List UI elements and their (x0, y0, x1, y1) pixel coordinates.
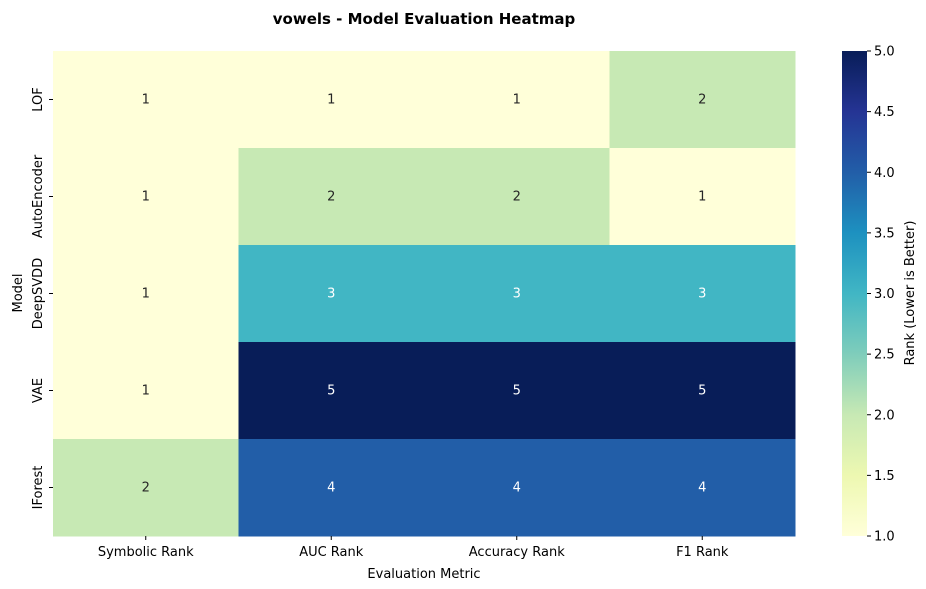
heatmap-cell (609, 51, 796, 149)
heatmap-cell (424, 342, 610, 440)
colorbar-tick-label: 1.5 (874, 469, 895, 484)
cell-value-label: 5 (513, 384, 521, 399)
colorbar-tick-label: 2.0 (874, 408, 895, 423)
y-tick-label: AutoEncoder (31, 154, 46, 238)
colorbar-tick-label: 4.5 (874, 105, 895, 120)
heatmap-cell (53, 51, 239, 149)
heatmap-cell (238, 342, 425, 440)
y-tick-label: DeepSVDD (31, 258, 46, 329)
heatmap-cell (609, 342, 796, 440)
colorbar-ticks: 1.0 1.5 2.0 2.5 3.0 3.5 4.0 4.5 5.0 (867, 45, 895, 545)
colorbar-label: Rank (Lower is Better) (903, 221, 918, 366)
cell-value-label: 4 (327, 481, 335, 496)
cell-value-label: 4 (698, 481, 706, 496)
y-axis-label: Model (11, 273, 26, 312)
y-tick-label: IForest (31, 466, 46, 510)
cell-value-label: 1 (142, 93, 150, 108)
colorbar-tick-label: 4.0 (874, 166, 895, 181)
cell-value-label: 3 (698, 287, 706, 302)
colorbar-tick-label: 3.0 (874, 287, 895, 302)
cell-value-label: 3 (513, 287, 521, 302)
cell-value-label: 1 (142, 287, 150, 302)
cell-value-label: 3 (327, 287, 335, 302)
cell-value-label: 1 (698, 190, 706, 205)
cell-value-label: 2 (327, 190, 335, 205)
colorbar-tick-label: 2.5 (874, 348, 895, 363)
y-tick-label: VAE (31, 378, 46, 403)
cell-value-label: 1 (142, 384, 150, 399)
cell-value-label: 4 (513, 481, 521, 496)
x-tick-label: Accuracy Rank (469, 545, 565, 560)
heatmap-cell (424, 439, 610, 537)
cell-value-label: 1 (513, 93, 521, 108)
x-axis: Symbolic Rank AUC Rank Accuracy Rank F1 Ran… (98, 536, 729, 560)
colorbar-tick-label: 3.5 (874, 226, 895, 241)
heatmap-cell (53, 439, 239, 537)
x-tick-label: Symbolic Rank (98, 545, 194, 560)
heatmap-cell (238, 245, 425, 343)
heatmap-cell (609, 245, 796, 343)
heatmap-cells: 1 1 1 2 1 2 2 1 1 3 3 3 1 5 5 5 2 4 4 4 (53, 51, 796, 537)
heatmap-cell (609, 148, 796, 246)
colorbar-tick-label: 1.0 (874, 530, 895, 545)
heatmap-cell (53, 342, 239, 440)
cell-value-label: 5 (698, 384, 706, 399)
heatmap-cell (424, 245, 610, 343)
cell-value-label: 5 (327, 384, 335, 399)
cell-value-label: 2 (142, 481, 150, 496)
heatmap-cell (53, 148, 239, 246)
x-tick-label: F1 Rank (676, 545, 729, 560)
heatmap-cell (238, 51, 425, 149)
chart-title: vowels - Model Evaluation Heatmap (273, 10, 576, 28)
heatmap-cell (53, 245, 239, 343)
heatmap-cell (238, 439, 425, 537)
cell-value-label: 1 (327, 93, 335, 108)
heatmap-cell (609, 439, 796, 537)
x-tick-label: AUC Rank (299, 545, 364, 560)
y-tick-label: LOF (31, 87, 46, 112)
cell-value-label: 2 (513, 190, 521, 205)
y-axis: LOF AutoEncoder DeepSVDD VAE IForest (31, 87, 53, 509)
x-axis-label: Evaluation Metric (367, 567, 480, 582)
colorbar (842, 51, 867, 536)
heatmap-cell (238, 148, 425, 246)
cell-value-label: 1 (142, 190, 150, 205)
heatmap-cell (424, 51, 610, 149)
colorbar-tick-label: 5.0 (874, 45, 895, 60)
heatmap-cell (424, 148, 610, 246)
cell-value-label: 2 (698, 93, 706, 108)
